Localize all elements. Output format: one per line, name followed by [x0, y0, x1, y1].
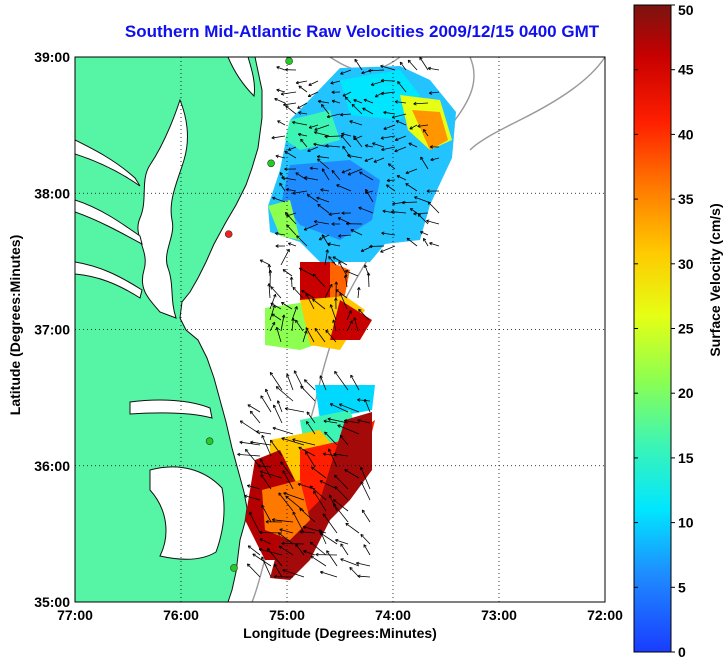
chesapeake-bay — [137, 98, 188, 319]
colorbar-tick-label: 15 — [678, 450, 694, 466]
longitude-ticks: 77:00 76:00 75:00 74:00 73:00 72:00 — [57, 607, 623, 623]
station-marker — [224, 230, 233, 238]
lat-tick-label: 38:00 — [34, 185, 70, 201]
map-title: Southern Mid-Atlantic Raw Velocities 200… — [124, 22, 600, 41]
station-marker — [230, 564, 238, 572]
colorbar-tick-label: 40 — [678, 126, 694, 142]
colorbar-tick-label: 50 — [678, 2, 694, 18]
lat-tick-label: 37:00 — [34, 322, 70, 338]
lon-tick-label: 77:00 — [57, 607, 93, 623]
colorbar-tick-label: 20 — [678, 385, 694, 401]
lon-tick-label: 72:00 — [587, 607, 623, 623]
map-grid — [75, 57, 605, 602]
radar-stations — [205, 57, 293, 572]
colorbar-tick-label: 45 — [678, 62, 694, 78]
colorbar-tick-label: 35 — [678, 191, 694, 207]
lon-tick-label: 73:00 — [481, 607, 517, 623]
station-marker — [285, 57, 293, 65]
velocity-arrows — [237, 57, 440, 579]
colorbar-tick-label: 25 — [678, 321, 694, 337]
station-marker — [205, 437, 214, 446]
colorbar-ticks: 0 5 10 15 20 25 30 35 40 45 50 — [634, 2, 694, 659]
lat-tick-label: 35:00 — [34, 594, 70, 610]
lat-tick-label: 39:00 — [34, 49, 70, 65]
latitude-ticks: 35:00 36:00 37:00 38:00 39:00 — [34, 49, 70, 610]
york-river — [75, 261, 143, 299]
delaware-bay — [227, 57, 255, 98]
colorbar-tick-label: 30 — [678, 256, 694, 272]
potomac-river — [75, 139, 141, 187]
colorbar-tick-label: 0 — [678, 644, 686, 659]
plot-frame — [74, 56, 606, 603]
lon-tick-label: 75:00 — [269, 607, 305, 623]
rappahannock-river — [75, 199, 143, 245]
velocity-field — [245, 66, 456, 580]
pamlico-sound — [149, 466, 225, 560]
colorbar-tick-label: 10 — [678, 515, 694, 531]
lon-tick-label: 74:00 — [375, 607, 411, 623]
colorbar-tick-label: 5 — [678, 579, 686, 595]
station-marker — [267, 159, 275, 168]
x-axis-label: Longitude (Degrees:Minutes) — [243, 625, 437, 641]
lon-tick-label: 76:00 — [163, 607, 199, 623]
colorbar — [633, 4, 672, 653]
albemarle-sound — [129, 399, 213, 419]
lat-tick-label: 36:00 — [34, 458, 70, 474]
